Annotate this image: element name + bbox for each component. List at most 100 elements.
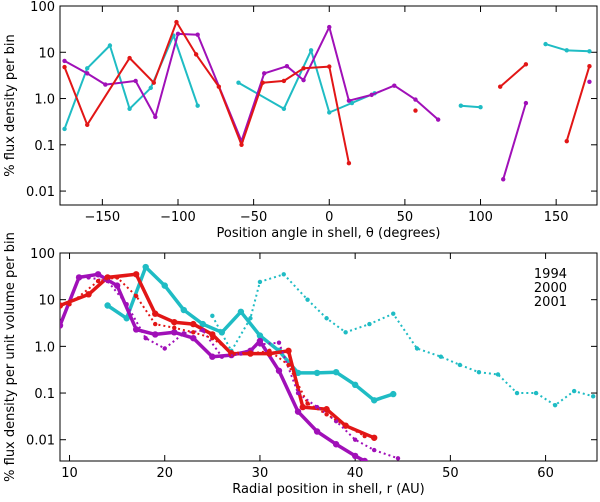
data-point xyxy=(495,372,501,377)
data-point xyxy=(152,310,159,317)
data-point xyxy=(352,437,358,442)
data-point xyxy=(564,48,569,53)
x-tick-label: 10 xyxy=(61,466,78,481)
data-point xyxy=(103,82,108,87)
data-point xyxy=(332,368,340,376)
data-point xyxy=(362,433,367,439)
data-point xyxy=(413,108,418,113)
data-point xyxy=(343,330,348,335)
data-point xyxy=(153,114,158,120)
series-line xyxy=(88,276,399,460)
data-point xyxy=(257,342,263,347)
data-point xyxy=(294,408,302,415)
data-point xyxy=(153,321,158,327)
data-point xyxy=(60,322,64,329)
data-point xyxy=(313,369,321,377)
data-point xyxy=(229,349,234,355)
data-point xyxy=(85,71,90,76)
data-point xyxy=(104,302,111,309)
y-axis-label: % flux density per unit volume per bin xyxy=(3,232,18,482)
data-point xyxy=(390,390,397,398)
data-point xyxy=(414,346,420,351)
data-point xyxy=(219,354,225,359)
data-point xyxy=(256,332,264,339)
data-point xyxy=(114,275,120,280)
data-point xyxy=(200,328,206,333)
data-point xyxy=(571,388,577,394)
data-point xyxy=(324,412,329,417)
data-point xyxy=(171,318,178,326)
data-point xyxy=(190,334,197,342)
data-point xyxy=(162,346,167,351)
data-point xyxy=(124,302,129,307)
y-axis-label: % flux density per bin xyxy=(3,34,18,176)
series-line xyxy=(63,21,591,164)
data-point xyxy=(210,335,215,341)
data-point xyxy=(369,92,374,98)
data-point xyxy=(94,271,102,278)
x-tick-label: −150 xyxy=(84,210,120,225)
data-point xyxy=(351,381,359,389)
data-point xyxy=(275,367,283,374)
data-point xyxy=(216,84,222,89)
data-point xyxy=(295,390,301,396)
data-point xyxy=(133,293,139,299)
data-point xyxy=(60,302,64,309)
x-tick-label: 30 xyxy=(252,466,269,481)
data-point xyxy=(236,80,241,85)
x-tick-label: −50 xyxy=(240,210,267,225)
data-point xyxy=(171,329,178,336)
data-point xyxy=(395,456,401,461)
data-point xyxy=(413,97,418,102)
data-point xyxy=(262,71,267,76)
data-point xyxy=(75,274,83,281)
series-line xyxy=(68,276,366,437)
data-point xyxy=(260,80,265,85)
x-tick-label: 40 xyxy=(347,466,364,481)
data-point xyxy=(457,362,463,368)
data-point xyxy=(193,52,199,57)
x-tick-label: 150 xyxy=(544,210,569,225)
plot-area xyxy=(59,252,598,462)
y-tick-label: 0.01 xyxy=(26,434,55,449)
data-point xyxy=(85,122,90,128)
data-point xyxy=(248,351,253,356)
data-point xyxy=(372,447,377,453)
data-point xyxy=(284,63,290,69)
data-point xyxy=(497,84,503,89)
x-tick-label: 60 xyxy=(537,466,554,481)
data-point xyxy=(367,321,372,327)
data-point xyxy=(95,278,101,284)
data-point xyxy=(523,100,529,106)
x-tick-label: 20 xyxy=(156,466,173,481)
x-tick-label: 0 xyxy=(325,210,333,225)
data-point xyxy=(174,19,179,25)
data-point xyxy=(127,55,132,61)
y-tick-label: 100 xyxy=(30,247,55,262)
data-point xyxy=(523,62,529,67)
data-point xyxy=(308,48,314,53)
legend-label: 1994 xyxy=(534,267,567,282)
series-line xyxy=(211,273,594,407)
data-point xyxy=(123,315,130,322)
data-point xyxy=(239,142,244,148)
data-point xyxy=(438,354,444,359)
data-point xyxy=(190,320,197,328)
data-point xyxy=(161,282,168,289)
plot-lines xyxy=(60,263,596,461)
x-tick-label: 50 xyxy=(442,466,459,481)
data-point xyxy=(191,330,196,335)
y-tick-label: 1.0 xyxy=(34,340,55,355)
data-point xyxy=(267,348,272,354)
data-point xyxy=(294,369,302,377)
data-point xyxy=(349,100,355,106)
data-point xyxy=(195,103,200,108)
data-point xyxy=(132,326,140,333)
data-point xyxy=(151,80,156,85)
data-point xyxy=(148,85,153,91)
data-point xyxy=(257,279,263,285)
data-point xyxy=(85,291,92,298)
data-point xyxy=(305,297,310,302)
data-point xyxy=(143,335,148,341)
